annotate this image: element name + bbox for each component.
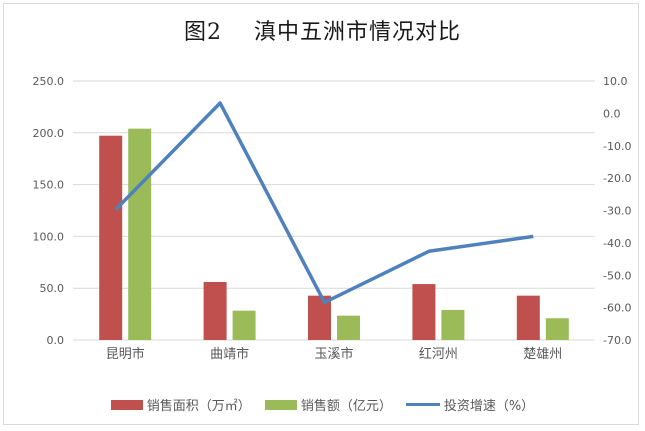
right-axis-tick-label: -30.0 — [603, 205, 631, 218]
bar-sales-area — [99, 135, 123, 340]
legend-label: 销售面积（万㎡） — [146, 399, 251, 414]
left-axis-tick-label: 200.0 — [33, 127, 65, 140]
right-axis-tick-label: -60.0 — [603, 302, 631, 315]
bar-sales-area — [308, 295, 331, 340]
legend-item-sales-area: 销售面积（万㎡） — [110, 395, 251, 414]
chart-legend: 销售面积（万㎡） 销售额（亿元） 投资增速（%） — [0, 395, 645, 414]
legend-item-investment-growth: 投资增速（%） — [405, 395, 535, 414]
right-axis-tick-label: -50.0 — [603, 269, 631, 282]
left-axis-tick-label: 100.0 — [33, 230, 65, 243]
left-axis-tick-label: 0.0 — [47, 334, 65, 347]
x-axis-category-label: 玉溪市 — [314, 346, 353, 362]
bar-sales-amount — [441, 309, 465, 340]
bar-sales-area — [516, 295, 540, 340]
bar-sales-amount — [232, 310, 256, 340]
legend-label: 投资增速（%） — [443, 399, 535, 414]
right-axis-tick-label: 0.0 — [603, 107, 621, 120]
bar-sales-amount — [128, 128, 152, 340]
bar-sales-area — [412, 284, 436, 340]
legend-swatch-line — [405, 403, 440, 406]
legend-label: 销售额（亿元） — [300, 399, 392, 414]
legend-swatch-red — [110, 399, 143, 410]
left-axis-tick-label: 50.0 — [40, 282, 65, 295]
legend-swatch-green — [264, 399, 297, 410]
line-investment-growth — [114, 101, 534, 305]
x-axis-category-label: 红河州 — [419, 346, 458, 362]
right-axis-tick-label: -40.0 — [603, 237, 631, 250]
x-axis-category-label: 曲靖市 — [210, 346, 249, 362]
bar-sales-amount — [337, 315, 360, 340]
right-axis-tick-label: -10.0 — [603, 140, 631, 153]
left-axis-tick-label: 250.0 — [33, 75, 65, 88]
x-axis-category-label: 楚雄州 — [523, 347, 562, 362]
bar-sales-amount — [545, 318, 569, 340]
chart-title: 图2 滇中五洲市情况对比 — [184, 20, 461, 45]
right-axis-tick-label: -20.0 — [603, 172, 631, 185]
right-axis-tick-label: 10.0 — [603, 75, 628, 88]
right-axis-tick-label: -70.0 — [603, 334, 631, 347]
left-axis-tick-label: 150.0 — [33, 179, 65, 192]
legend-item-sales-amount: 销售额（亿元） — [264, 395, 392, 414]
x-axis-category-label: 昆明市 — [106, 346, 145, 362]
bar-sales-area — [203, 281, 227, 340]
